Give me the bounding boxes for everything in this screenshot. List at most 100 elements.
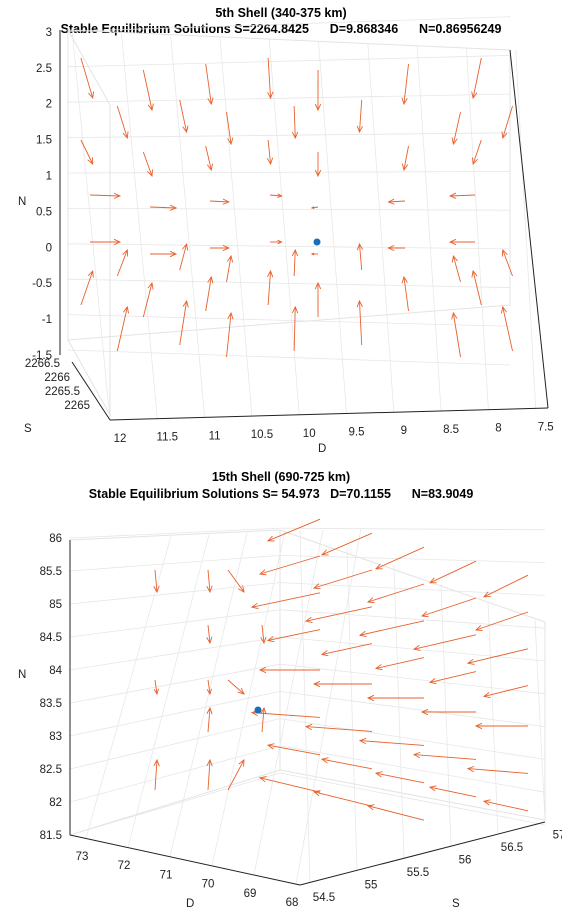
chart1-z-tick-label: 2.5 xyxy=(36,63,52,75)
chart1-arrow xyxy=(451,254,461,283)
chart2-arrow xyxy=(266,518,321,542)
chart1-x-gridline xyxy=(219,36,253,417)
chart2-arrow xyxy=(428,671,477,685)
chart2-plot: 81.5 82 82.5 83 83.5 84 84.5 85 85.5 86 73 72 71 70 6… xyxy=(18,518,562,909)
chart2-x-tick-label: 73 xyxy=(76,851,89,863)
chart1-arrow xyxy=(80,57,95,100)
chart2-y-tick-label: 55.5 xyxy=(407,867,429,879)
chart2-z-tick-label: 84.5 xyxy=(40,632,62,644)
chart1-x-gridline xyxy=(466,47,489,410)
chart1-arrow xyxy=(401,275,409,312)
chart2-arrow xyxy=(206,679,212,696)
chart2-x-gridline xyxy=(295,528,362,885)
chart2-z-tick-label: 81.5 xyxy=(40,830,62,842)
chart1-z-tick-label: -1.5 xyxy=(32,350,52,362)
chart1-arrow xyxy=(210,244,230,252)
chart1-arrow xyxy=(356,242,364,271)
chart2-z-gridline-right xyxy=(279,663,546,695)
chart1-arrow xyxy=(179,299,189,346)
chart1-x-gridline xyxy=(71,29,111,421)
chart2-arrows xyxy=(153,518,529,821)
chart2-arrow xyxy=(466,648,529,665)
chart2-arrow xyxy=(420,597,477,618)
chart1-arrow xyxy=(501,105,513,140)
chart1-x-axis xyxy=(109,407,549,421)
chart1-z-tick-label: 0.5 xyxy=(36,206,52,218)
chart2-z-tick-label: 85.5 xyxy=(40,566,62,578)
chart1-x-tick-label: 10 xyxy=(303,428,316,440)
chart2-y-axis xyxy=(299,821,546,886)
chart2-arrow xyxy=(206,706,213,733)
chart1-x-tick-label: 11 xyxy=(209,430,221,442)
chart1-zlabel: N xyxy=(18,196,26,208)
chart1-arrow xyxy=(80,269,94,306)
chart1-x-gridline xyxy=(416,45,442,411)
chart1-z-tick-label: -0.5 xyxy=(32,278,52,290)
chart2-z-tick-label: 86 xyxy=(49,533,62,545)
chart2-arrow xyxy=(153,679,159,696)
chart2-z-tick-label: 84 xyxy=(49,665,62,677)
chart2-y-tick-label: 56 xyxy=(459,855,472,867)
chart2-z-tick-label: 85 xyxy=(49,599,62,611)
chart1-arrow xyxy=(226,254,234,283)
chart2-arrow xyxy=(366,694,424,702)
chart1-arrow xyxy=(356,299,363,346)
chart1-z-ticks: -1.5 -1 -0.5 0 0.5 1 1.5 2 2.5 3 xyxy=(32,27,52,362)
chart1-arrow xyxy=(142,69,154,112)
chart1-z-gridline xyxy=(67,16,511,32)
chart1-xlabel: D xyxy=(318,443,326,455)
chart1-arrow xyxy=(267,57,274,100)
chart1-arrow xyxy=(292,305,299,352)
chart1-arrow xyxy=(501,248,513,277)
chart1-arrow xyxy=(142,151,153,178)
chart2-arrow xyxy=(482,799,529,812)
chart1-arrow xyxy=(291,248,299,277)
chart2-ylabel: S xyxy=(452,898,460,909)
chart1-arrow xyxy=(149,204,178,211)
chart2-arrow xyxy=(483,574,529,598)
chart1-x-gridline xyxy=(120,32,158,419)
chart1-subtitle: Stable Equilibrium Solutions S=2264.8425… xyxy=(60,22,502,36)
chart1-z-tick-label: 3 xyxy=(46,27,52,39)
chart1-arrow xyxy=(209,198,230,205)
chart1-z-tick-label: -1 xyxy=(42,314,52,326)
chart2-arrow xyxy=(312,569,373,590)
chart2-subtitle: Stable Equilibrium Solutions S= 54.973 D… xyxy=(88,487,474,501)
chart2-arrow xyxy=(304,606,373,623)
chart2-z-gridline-left xyxy=(69,609,281,638)
chart2-arrow xyxy=(304,723,373,732)
chart2-arrow xyxy=(258,555,321,576)
chart2-arrow xyxy=(482,685,529,699)
chart2-z-gridline-right xyxy=(279,527,546,531)
chart1-z-tick-label: 1 xyxy=(46,171,52,183)
chart1-plot: -1.5-1-0.500.511.522.53 12 11.5 11 10.5 10 9.… xyxy=(18,16,554,455)
chart1-arrow xyxy=(401,145,409,172)
chart2-arrow xyxy=(227,759,245,791)
chart2-arrow xyxy=(227,569,245,593)
chart1-arrow xyxy=(179,242,189,271)
chart2-arrow xyxy=(312,680,372,688)
chart1-arrow xyxy=(387,244,405,252)
chart1-arrow xyxy=(314,151,322,178)
chart1-arrow xyxy=(179,99,189,134)
chart1-arrows xyxy=(80,57,513,358)
chart2-arrow xyxy=(320,643,373,657)
chart1-arrow xyxy=(205,63,214,106)
chart2-x-tick-label: 70 xyxy=(202,879,215,891)
chart1-back-wall xyxy=(67,29,511,341)
chart1-arrow xyxy=(314,69,322,112)
chart2-z-gridline-left xyxy=(69,718,281,770)
chart1-x-gridline xyxy=(515,49,537,409)
chart2-z-gridline-right xyxy=(279,718,546,760)
chart1-arrow xyxy=(89,192,122,199)
chart1-z-gridline xyxy=(67,243,511,250)
chart1-right-edge xyxy=(509,49,549,409)
chart1-z-tick-label: 1.5 xyxy=(36,135,52,147)
chart1-z-gridline xyxy=(67,207,511,211)
chart2-arrow xyxy=(153,758,160,791)
chart2-z-gridline-right xyxy=(279,555,546,563)
chart1-x-gridline xyxy=(318,40,347,414)
chart2-x-gridline xyxy=(169,532,248,857)
chart2-arrow xyxy=(474,611,529,632)
chart1-arrow xyxy=(451,111,461,146)
